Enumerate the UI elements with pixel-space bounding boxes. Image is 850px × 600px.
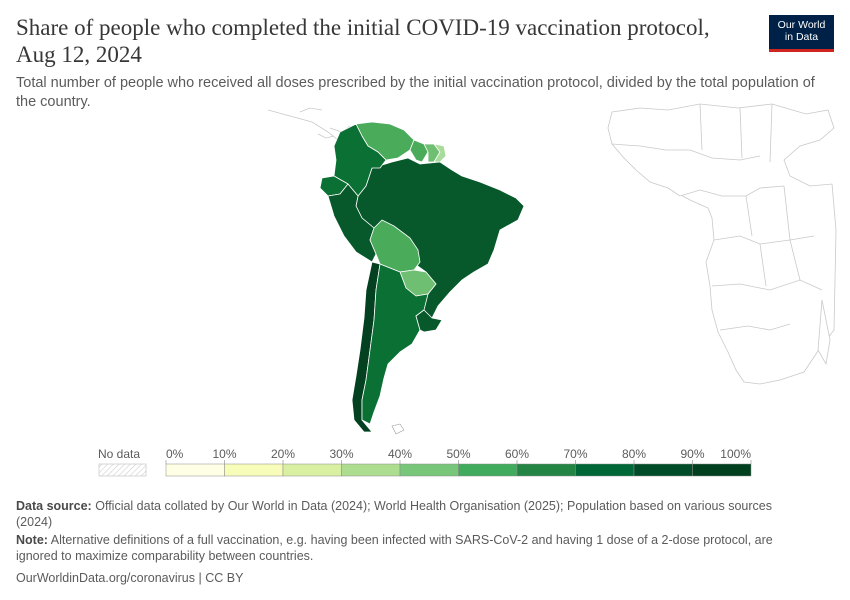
legend-tick-label: 90% <box>680 447 704 461</box>
region-french-guiana[interactable] <box>433 143 447 163</box>
source-line: Data source: Official data collated by O… <box>16 498 806 530</box>
legend-tick-label: 0% <box>166 447 184 461</box>
chart-subtitle: Total number of people who received all … <box>16 75 815 110</box>
region-uruguay[interactable] <box>415 309 443 333</box>
south-america <box>319 121 525 435</box>
background-outlines <box>267 107 351 141</box>
note-label: Note: <box>16 533 48 547</box>
owid-logo[interactable]: Our World in Data <box>769 15 834 52</box>
region-guyana[interactable] <box>409 139 429 163</box>
legend-tick-label: 50% <box>446 447 470 461</box>
legend-tick-label: 80% <box>622 447 646 461</box>
chart-title: Share of people who completed the initia… <box>16 15 710 67</box>
legend-bin[interactable] <box>399 463 459 477</box>
logo-line-2: in Data <box>784 31 819 43</box>
legend-tick-label: 40% <box>388 447 412 461</box>
legend-tick-label: 20% <box>271 447 295 461</box>
legend-bin[interactable] <box>516 463 576 477</box>
choropleth-map[interactable] <box>0 100 850 440</box>
legend-bins <box>165 463 752 477</box>
legend-tick-label: 60% <box>505 447 529 461</box>
note-line: Note: Alternative definitions of a full … <box>16 532 806 564</box>
legend-bin[interactable] <box>165 463 225 477</box>
legend-no-data-swatch <box>98 463 147 477</box>
note-text: Alternative definitions of a full vaccin… <box>16 533 773 563</box>
legend-bin[interactable] <box>224 463 284 477</box>
legend-bin[interactable] <box>341 463 401 477</box>
region-argentina[interactable] <box>361 263 429 425</box>
legend-ticks: 0% 10% 20% 30% 40% 50% 60% 70% 80% 90% 100% <box>165 447 751 464</box>
region-falkland-islands[interactable] <box>391 423 405 435</box>
africa-outlines <box>607 103 837 385</box>
legend-bin[interactable] <box>633 463 693 477</box>
legend: No data 0% 10% 20% 30% 40% 50% 60% 70% 80% 90% 100… <box>98 447 752 477</box>
legend-tick-label: 70% <box>563 447 587 461</box>
region-colombia[interactable] <box>333 123 387 197</box>
legend-bin[interactable] <box>282 463 342 477</box>
legend-tick-label: 30% <box>329 447 353 461</box>
legend-bin[interactable] <box>575 463 635 477</box>
legend-no-data-label: No data <box>98 447 140 461</box>
legend-tick-label: 100% <box>720 447 751 461</box>
legend-bin[interactable] <box>692 463 752 477</box>
logo-line-1: Our World <box>777 19 826 31</box>
source-text: Official data collated by Our World in D… <box>16 499 772 529</box>
source-label: Data source: <box>16 499 92 513</box>
footer-url[interactable]: OurWorldinData.org/coronavirus | CC BY <box>16 571 244 585</box>
legend-tick-label: 10% <box>212 447 236 461</box>
legend-bin[interactable] <box>458 463 518 477</box>
